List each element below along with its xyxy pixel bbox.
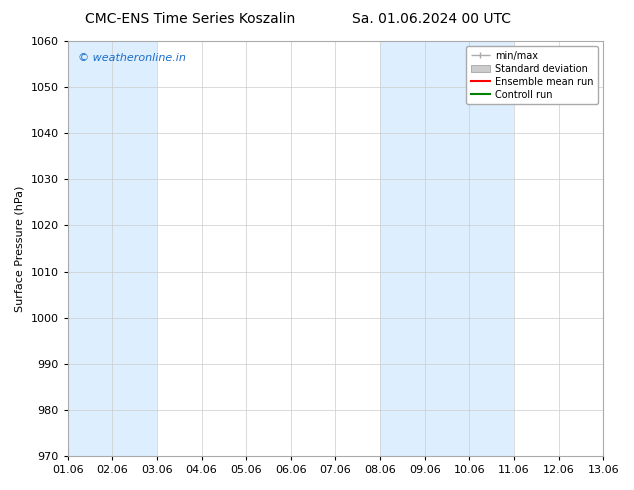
- Bar: [68, 41, 112, 456]
- Text: © weatheronline.in: © weatheronline.in: [79, 53, 186, 64]
- Bar: [380, 41, 425, 456]
- Bar: [425, 41, 469, 456]
- Text: CMC-ENS Time Series Koszalin: CMC-ENS Time Series Koszalin: [85, 12, 295, 26]
- Text: Sa. 01.06.2024 00 UTC: Sa. 01.06.2024 00 UTC: [352, 12, 510, 26]
- Bar: [112, 41, 157, 456]
- Bar: [469, 41, 514, 456]
- Y-axis label: Surface Pressure (hPa): Surface Pressure (hPa): [15, 185, 25, 312]
- Legend: min/max, Standard deviation, Ensemble mean run, Controll run: min/max, Standard deviation, Ensemble me…: [466, 46, 598, 104]
